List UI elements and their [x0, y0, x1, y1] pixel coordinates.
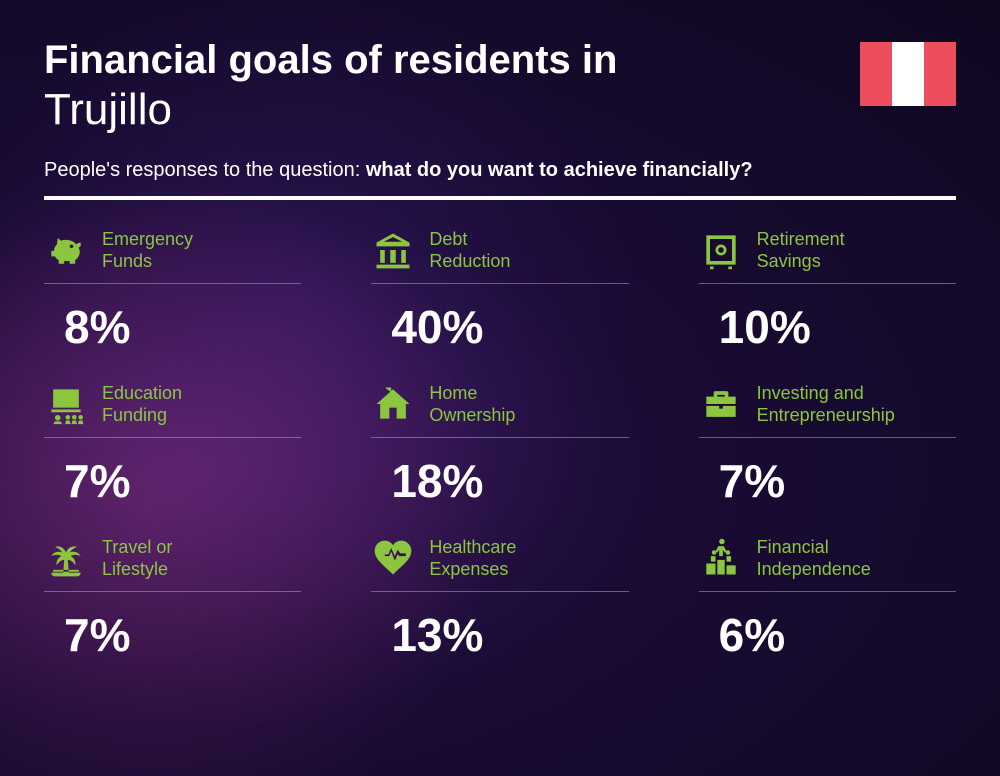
goal-label: EducationFunding: [102, 382, 182, 427]
city-name: Trujillo: [44, 84, 956, 137]
goal-item: HealthcareExpenses 13%: [371, 536, 628, 662]
goal-label: FinancialIndependence: [757, 536, 871, 581]
goal-item: EducationFunding 7%: [44, 382, 301, 508]
bank-icon: [371, 228, 415, 272]
goal-item: Investing andEntrepreneurship 7%: [699, 382, 956, 508]
piggy-bank-icon: [44, 228, 88, 272]
goal-label: RetirementSavings: [757, 228, 845, 273]
goal-item: Travel orLifestyle 7%: [44, 536, 301, 662]
goal-item-head: Travel orLifestyle: [44, 536, 301, 592]
goal-item: DebtReduction 40%: [371, 228, 628, 354]
flag-stripe: [924, 42, 956, 106]
subtitle: People's responses to the question: what…: [44, 159, 956, 182]
goal-value: 40%: [391, 300, 628, 354]
flag-stripe: [860, 42, 892, 106]
goal-label: Travel orLifestyle: [102, 536, 172, 581]
goal-item-head: DebtReduction: [371, 228, 628, 284]
podium-icon: [699, 536, 743, 580]
goal-value: 13%: [391, 608, 628, 662]
safe-icon: [699, 228, 743, 272]
goal-value: 7%: [64, 454, 301, 508]
goal-value: 7%: [64, 608, 301, 662]
palm-icon: [44, 536, 88, 580]
goal-item: RetirementSavings 10%: [699, 228, 956, 354]
goal-item-head: FinancialIndependence: [699, 536, 956, 592]
subtitle-question: what do you want to achieve financially?: [366, 159, 753, 181]
house-icon: [371, 382, 415, 426]
goal-label: HealthcareExpenses: [429, 536, 516, 581]
education-icon: [44, 382, 88, 426]
goal-value: 10%: [719, 300, 956, 354]
goal-value: 18%: [391, 454, 628, 508]
goal-item-head: EmergencyFunds: [44, 228, 301, 284]
goal-label: DebtReduction: [429, 228, 510, 273]
goals-grid: EmergencyFunds 8% DebtReduction 40% Retireme…: [44, 228, 956, 662]
flag-peru: [860, 42, 956, 106]
goal-label: EmergencyFunds: [102, 228, 193, 273]
page-title: Financial goals of residents in: [44, 38, 956, 82]
goal-item-head: HealthcareExpenses: [371, 536, 628, 592]
goal-item-head: EducationFunding: [44, 382, 301, 438]
goal-item: EmergencyFunds 8%: [44, 228, 301, 354]
heart-pulse-icon: [371, 536, 415, 580]
goal-item-head: HomeOwnership: [371, 382, 628, 438]
goal-value: 7%: [719, 454, 956, 508]
goal-label: HomeOwnership: [429, 382, 515, 427]
goal-label: Investing andEntrepreneurship: [757, 382, 895, 427]
goal-item: FinancialIndependence 6%: [699, 536, 956, 662]
header: Financial goals of residents in Trujillo…: [44, 38, 956, 200]
subtitle-prefix: People's responses to the question:: [44, 159, 366, 181]
goal-item: HomeOwnership 18%: [371, 382, 628, 508]
goal-item-head: RetirementSavings: [699, 228, 956, 284]
goal-value: 8%: [64, 300, 301, 354]
briefcase-icon: [699, 382, 743, 426]
goal-item-head: Investing andEntrepreneurship: [699, 382, 956, 438]
divider: [44, 196, 956, 200]
flag-stripe: [892, 42, 924, 106]
goal-value: 6%: [719, 608, 956, 662]
